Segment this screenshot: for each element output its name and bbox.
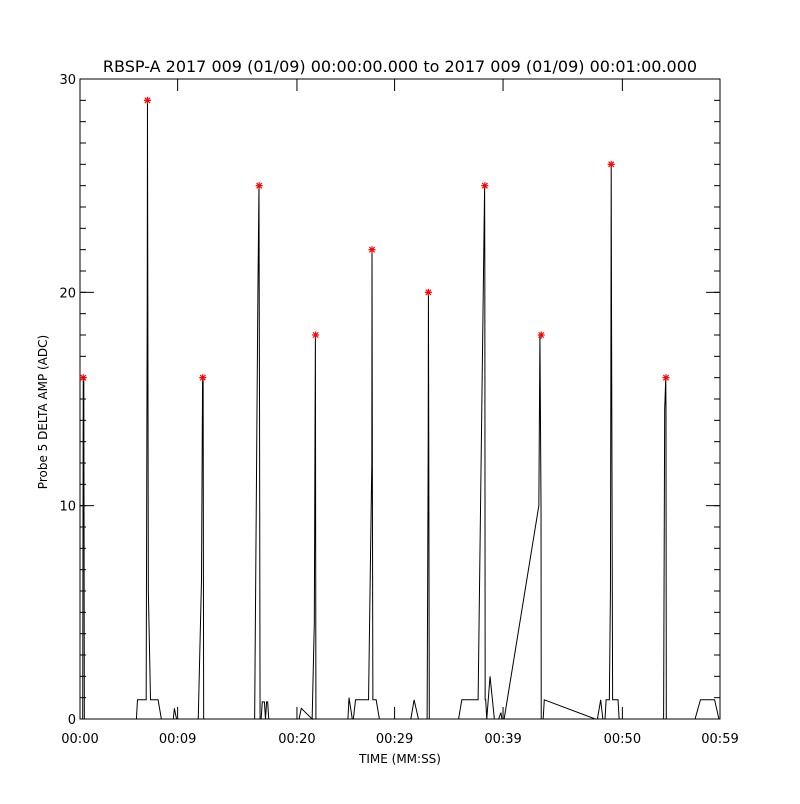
peak-marker <box>143 96 151 104</box>
x-tick-label: 00:29 <box>376 732 413 747</box>
peak-marker <box>368 246 376 254</box>
peak-marker <box>607 160 615 168</box>
y-tick-label: 10 <box>59 500 76 515</box>
x-axis-label: TIME (MM:SS) <box>358 752 441 766</box>
peak-marker-stroke <box>312 331 319 339</box>
x-tick-label: 00:50 <box>604 732 641 747</box>
peak-marker <box>424 288 432 296</box>
peak-marker-stroke <box>662 374 670 381</box>
peak-marker <box>312 331 320 339</box>
y-tick-label: 20 <box>59 286 76 301</box>
peak-marker-stroke <box>425 289 432 296</box>
peak-marker <box>255 182 263 190</box>
peak-marker-stroke <box>256 182 263 189</box>
chart-title: RBSP-A 2017 009 (01/09) 00:00:00.000 to … <box>103 57 697 76</box>
peak-marker-stroke <box>199 374 206 381</box>
y-tick-label: 30 <box>59 73 76 88</box>
peak-marker <box>662 374 670 382</box>
x-tick-label: 00:09 <box>159 732 196 747</box>
x-tick-label: 00:00 <box>61 732 98 747</box>
y-tick-label: 0 <box>68 713 76 728</box>
x-tick-label: 00:20 <box>278 732 315 747</box>
x-tick-label: 00:39 <box>484 732 521 747</box>
peak-marker-stroke <box>368 246 376 253</box>
peak-marker-stroke <box>608 161 615 168</box>
plot-frame <box>79 78 721 720</box>
plot-area: 0 10 20 30 00:00 00:09 00:20 00:29 00:39 00:50 00:… <box>59 73 738 747</box>
peak-marker <box>537 331 545 339</box>
y-axis-label: Probe 5 DELTA AMP (ADC) <box>36 335 50 489</box>
x-tick-label: 00:59 <box>701 732 738 747</box>
peak-marker <box>199 374 207 382</box>
amp-series-line <box>80 100 720 721</box>
peak-marker <box>481 182 489 190</box>
peak-marker-stroke <box>80 374 87 381</box>
peak-marker-stroke <box>144 97 151 104</box>
peak-marker-stroke <box>481 182 488 189</box>
peak-marker-stroke <box>538 331 545 339</box>
peak-marker <box>79 374 87 382</box>
